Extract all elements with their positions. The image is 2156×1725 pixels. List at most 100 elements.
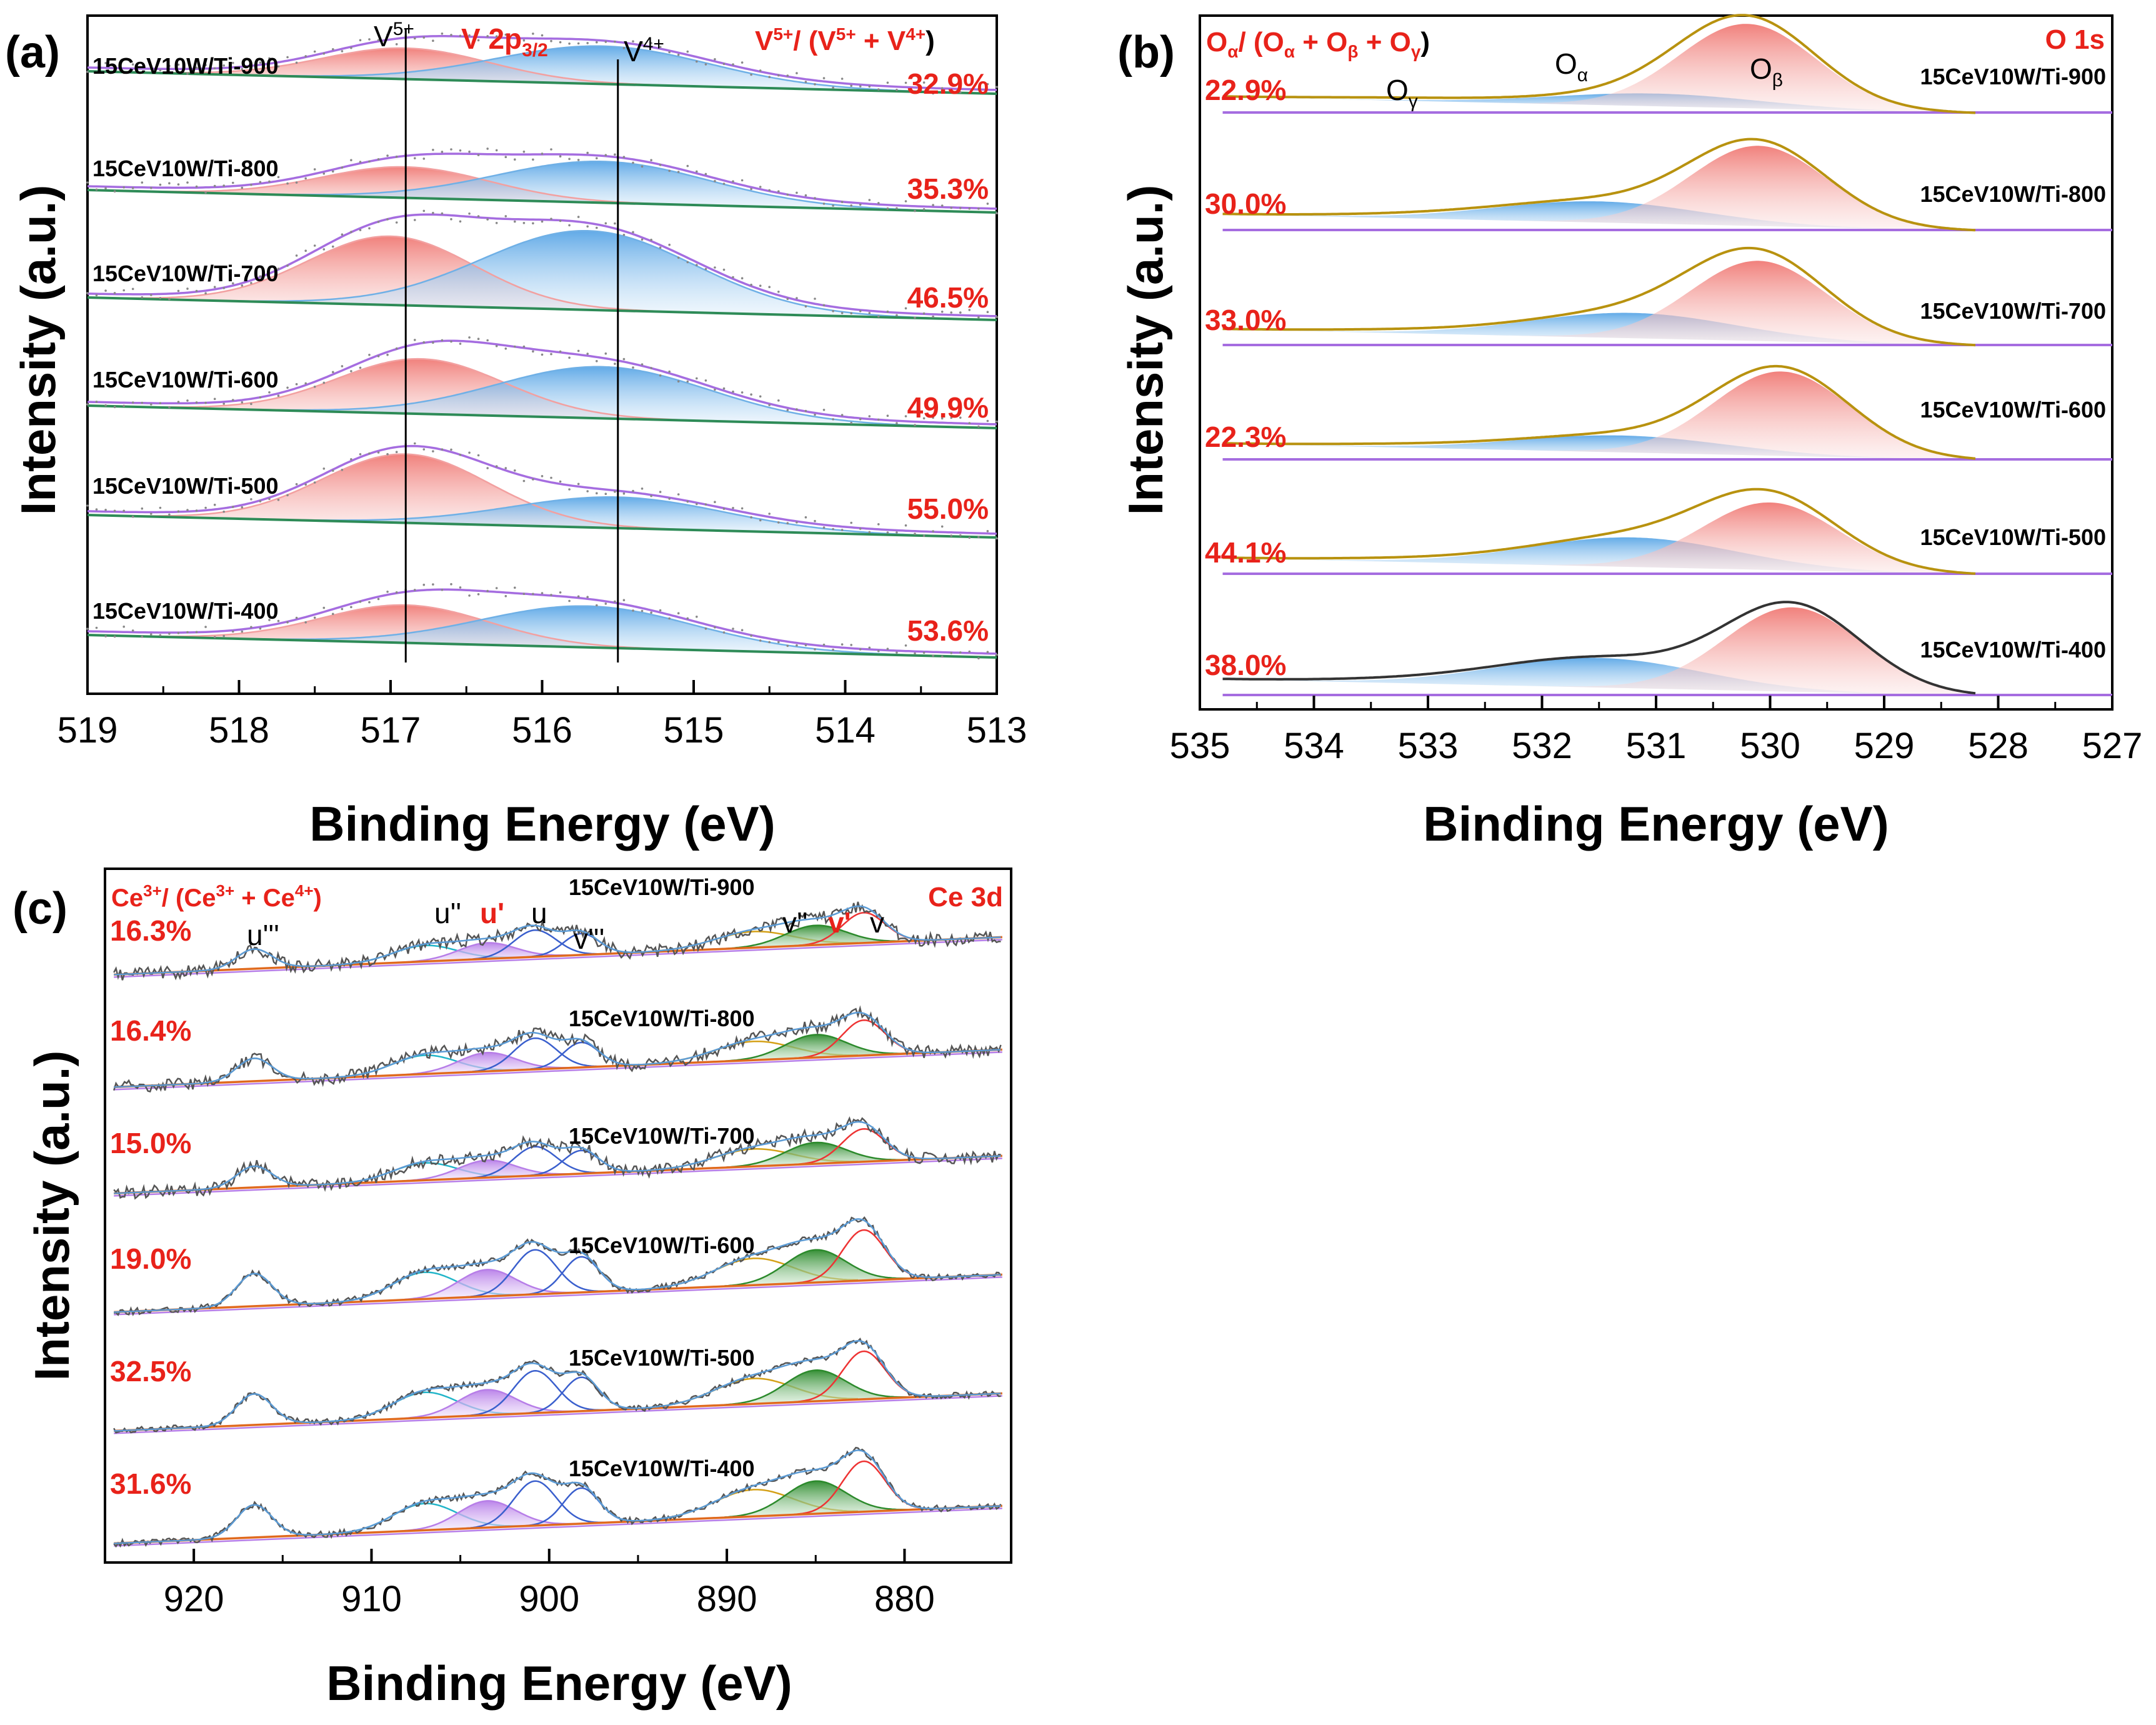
raw-data-point <box>650 494 652 498</box>
raw-data-point <box>232 399 234 401</box>
raw-data-point <box>596 360 598 362</box>
raw-data-point <box>841 414 844 416</box>
raw-data-point <box>359 453 362 456</box>
raw-data-point <box>195 631 198 634</box>
raw-data-point <box>932 92 934 95</box>
raw-data-point <box>914 652 916 655</box>
raw-data-point <box>659 46 662 48</box>
panel-c-tick-label: 900 <box>519 1579 579 1619</box>
raw-data-point <box>968 309 971 311</box>
panel-b-oa-label: Oα <box>1555 48 1588 86</box>
ob-fit-area <box>1222 502 1975 575</box>
raw-data-point <box>150 294 152 296</box>
raw-data-point <box>341 233 344 236</box>
raw-data-point <box>213 636 216 639</box>
raw-data-point <box>814 298 816 300</box>
raw-data-point <box>186 631 189 634</box>
raw-data-point <box>650 367 652 369</box>
raw-data-point <box>786 74 789 77</box>
raw-data-point <box>559 591 562 594</box>
raw-data-point <box>432 149 434 151</box>
raw-data-point <box>450 218 452 221</box>
v5-fit-area <box>87 236 997 320</box>
ce-fill-component <box>398 1160 576 1182</box>
raw-data-point <box>386 353 389 356</box>
raw-data-point <box>786 298 789 301</box>
raw-data-point <box>750 283 752 286</box>
raw-data-point <box>522 222 526 224</box>
raw-data-point <box>641 238 644 241</box>
raw-data-point <box>113 509 116 512</box>
raw-data-point <box>241 630 244 633</box>
panel-b-ratio-value: 30.0% <box>1205 188 1286 220</box>
raw-data-point <box>141 507 144 510</box>
raw-data-point <box>859 310 862 312</box>
raw-data-point <box>868 531 871 534</box>
raw-data-point <box>322 172 326 175</box>
raw-data-point <box>959 651 962 654</box>
envelope-line <box>1222 246 1976 347</box>
raw-data-point <box>514 345 516 348</box>
panel-c-tick-label: 880 <box>874 1579 935 1619</box>
raw-data-point <box>277 176 280 179</box>
raw-data-point <box>259 181 262 184</box>
panel-a-ticks: 519 518 517 516 515 514 513 <box>57 680 1027 751</box>
raw-data-point <box>622 234 626 236</box>
raw-data-point <box>204 292 207 295</box>
raw-data-point <box>450 34 452 36</box>
raw-data-point <box>222 402 226 405</box>
raw-data-point <box>395 43 398 46</box>
panel-c-peak-u: u <box>531 897 547 929</box>
panel-b-tick-label: 531 <box>1626 726 1687 766</box>
raw-data-point <box>796 408 798 411</box>
raw-data-point <box>432 450 434 452</box>
panel-a-tick-label: 514 <box>815 710 876 751</box>
raw-data-point <box>759 284 762 288</box>
raw-data-point <box>986 530 989 532</box>
raw-data-point <box>541 34 544 37</box>
raw-data-point <box>704 379 707 382</box>
raw-data-point <box>204 64 207 66</box>
panel-b-frame <box>1199 14 2114 711</box>
raw-data-point <box>113 66 116 68</box>
raw-data-point <box>204 191 207 194</box>
raw-data-point <box>350 159 352 161</box>
raw-data-point <box>541 220 544 223</box>
raw-data-point <box>632 161 634 164</box>
raw-data-point <box>968 83 971 86</box>
raw-data-point <box>996 86 998 88</box>
raw-data-point <box>450 448 452 451</box>
raw-data-point <box>659 609 662 612</box>
panel-a-tick-label: 513 <box>967 710 1027 751</box>
raw-data-point <box>104 62 107 64</box>
panel-c-tick-label: 890 <box>697 1579 757 1619</box>
raw-data-point <box>159 297 162 299</box>
raw-data-point <box>514 33 516 36</box>
raw-data-point <box>522 479 526 482</box>
raw-data-point <box>722 182 726 185</box>
raw-data-point <box>131 629 134 632</box>
raw-data-point <box>250 402 252 406</box>
raw-data-point <box>195 185 198 188</box>
panel-a-ratio-value: 46.5% <box>907 281 989 314</box>
raw-data-point <box>932 315 934 318</box>
envelope-line <box>114 905 1001 976</box>
panel-c-plots: 15CeV10W/Ti-900 16.3% 15CeV10W/Ti-800 16.4%… <box>110 874 1002 1548</box>
raw-data-point <box>650 159 652 161</box>
envelope-line <box>87 35 997 91</box>
raw-data-point <box>477 454 480 457</box>
raw-data-point <box>577 216 580 218</box>
panel-b-plots: 15CeV10W/Ti-900 22.9% 15CeV10W/Ti-800 30.0%… <box>1205 14 2112 696</box>
raw-data-point <box>968 207 971 210</box>
raw-data-point <box>359 229 362 231</box>
raw-data-point <box>904 415 907 418</box>
raw-data-point <box>277 268 280 270</box>
envelope-line <box>114 1121 1001 1194</box>
raw-data-point <box>514 220 516 223</box>
raw-data-point <box>568 42 571 45</box>
raw-data-point <box>686 617 689 620</box>
raw-data-point <box>232 61 234 64</box>
raw-data-point <box>868 199 871 201</box>
raw-data-point <box>268 57 271 60</box>
raw-data-point <box>914 91 916 94</box>
